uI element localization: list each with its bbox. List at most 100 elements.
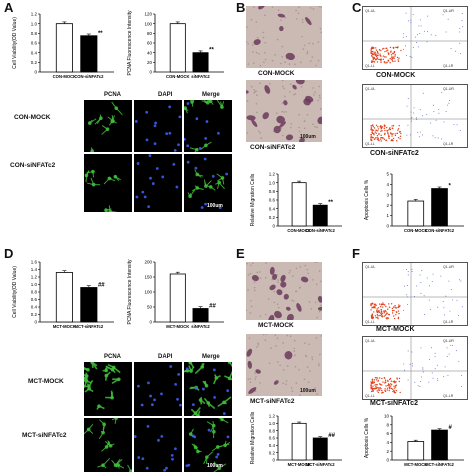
membrane-pore [318,94,321,97]
green-cell [104,371,111,381]
event-dot [375,137,377,139]
membrane-pore [311,356,313,358]
membrane-pore [264,339,267,341]
nucleus [201,387,205,391]
bar [55,23,73,73]
nucleus [177,143,180,147]
event-dot [405,36,407,38]
membrane-pore [313,94,315,96]
event-dot [386,47,388,49]
membrane-pore [276,38,279,41]
event-dot [394,60,396,62]
chart-a-cell-viability: Cell Viability(OD Value) 0 0.2 0.4 0.6 0.8 1.0… [12,12,114,79]
event-dot [380,49,382,52]
event-dot [381,384,383,386]
membrane-pore [315,283,318,286]
event-dot [378,309,380,312]
event-dot [382,55,384,57]
nucleus [226,389,230,393]
event-dot [385,305,387,308]
event-dot [390,303,393,305]
y-tick-label: 0.6 [31,41,38,46]
membrane-pore [250,305,253,308]
event-dot [387,133,389,135]
event-dot [374,384,376,386]
event-dot [383,315,385,318]
event-dot [377,391,380,394]
y-tick-label: 80 [147,31,153,36]
membrane-pore [252,62,255,64]
migrated-cell [279,26,284,32]
event-dot [398,124,400,127]
migrated-cell [264,85,271,94]
event-dot [377,314,379,317]
event-dot [371,55,373,58]
x-tick-label: CON-MOCK [53,74,77,79]
event-dot [442,14,444,16]
event-dot [384,309,386,312]
event-dot [384,129,386,132]
event-dot [406,294,408,296]
event-dot [397,136,400,139]
membrane-pore [298,126,300,129]
event-dot [405,55,407,57]
y-tick-label: 0 [149,70,152,75]
event-dot [453,123,455,125]
migrated-cell [269,266,275,275]
membrane-pore [252,51,254,53]
nucleus [212,368,216,372]
membrane-pore [304,264,307,267]
event-dot [418,25,420,27]
event-dot [384,388,386,390]
membrane-pore [293,339,296,342]
x-tick-label: MCT-MOCK [53,324,76,329]
event-dot [375,379,378,381]
event-dot [410,19,412,21]
green-cell [97,457,111,469]
migrated-cell [286,313,294,320]
event-dot [427,15,429,17]
event-dot [410,118,412,120]
event-dot [392,315,395,317]
event-dot [388,129,390,131]
event-dot [389,128,392,131]
event-dot [378,139,380,142]
panel-letter-e: E [236,246,245,261]
event-dot [462,26,464,28]
event-dot [416,34,418,36]
event-dot [428,359,430,361]
membrane-pore [246,262,248,265]
membrane-pore [293,93,295,96]
event-dot [414,381,416,383]
event-dot [381,137,383,139]
tile-background [134,154,182,212]
event-dot [411,116,413,118]
y-tick-label: 1.2 [31,275,38,280]
event-dot [384,390,387,393]
membrane-pore [260,137,263,139]
membrane-pore [295,18,298,20]
significance-marker: ## [98,283,105,289]
green-cell [216,173,225,185]
migrated-cell [251,119,258,128]
bar [431,429,448,461]
nucleus [191,403,195,406]
event-dot [412,13,414,15]
event-dot [411,268,413,270]
green-cell [213,461,227,472]
membrane-pore [317,99,319,102]
y-tick-label: 1.4 [31,267,38,272]
event-dot [381,377,383,380]
event-dot [388,127,391,129]
event-dot [419,33,421,35]
event-dot [448,102,450,104]
event-dot [370,127,373,130]
event-dot [374,54,377,56]
migrated-cell [247,360,253,369]
migrated-cell [255,369,261,374]
membrane-pore [265,276,267,279]
fluor-d-dapi-mct-sinfatc2 [134,418,182,472]
event-dot [441,91,443,93]
quadrant-label: Q1-UR [443,9,454,13]
event-dot [390,380,393,382]
